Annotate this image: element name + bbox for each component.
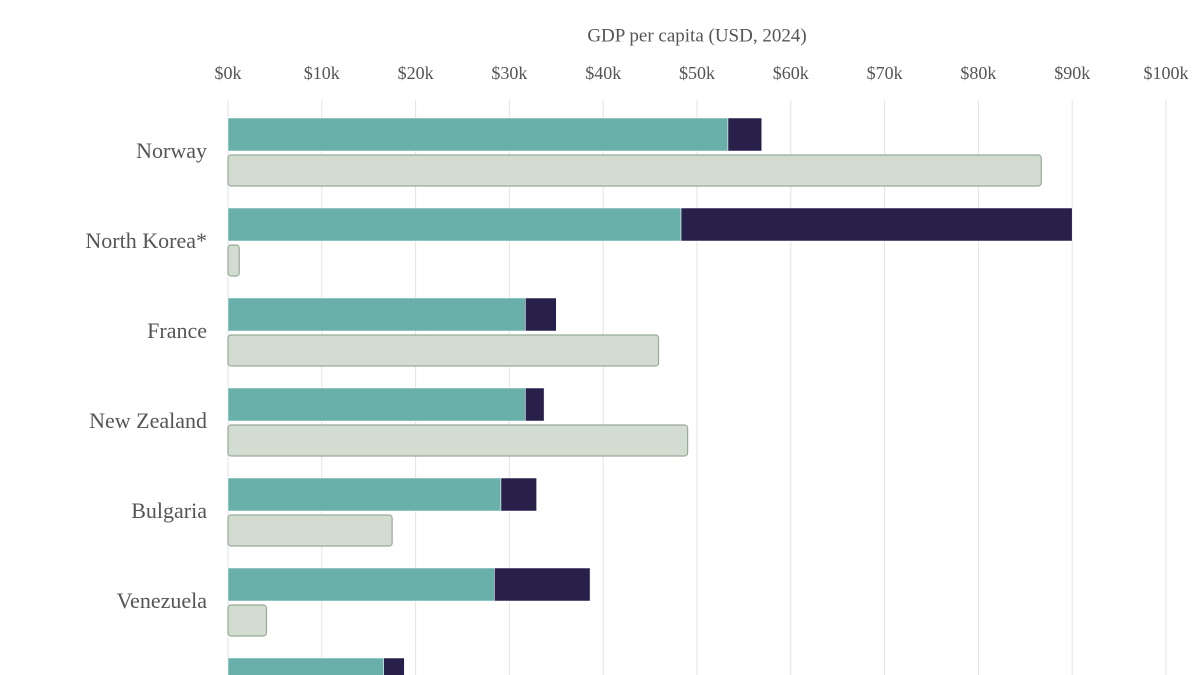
bar-segment xyxy=(227,117,729,152)
x-tick-label: $80k xyxy=(960,63,996,83)
paired-bar xyxy=(227,604,268,637)
y-tick-label: France xyxy=(147,318,207,343)
bar-segment xyxy=(680,207,1073,242)
x-tick-label: $50k xyxy=(679,63,715,83)
paired-bar xyxy=(227,154,1042,187)
x-tick-label: $70k xyxy=(867,63,903,83)
bar-segment xyxy=(227,387,526,422)
x-tick-label: $90k xyxy=(1054,63,1090,83)
paired-bar xyxy=(227,514,393,547)
bar-segment xyxy=(227,207,682,242)
y-tick-label: Venezuela xyxy=(117,588,208,613)
bar-segment xyxy=(227,567,495,602)
bar-segment xyxy=(525,387,545,422)
bar-segment xyxy=(227,477,502,512)
bar-segment xyxy=(727,117,762,152)
y-tick-label: North Korea* xyxy=(85,228,207,253)
bar-segment xyxy=(227,657,384,675)
bar-segment xyxy=(500,477,537,512)
paired-bar xyxy=(227,244,240,277)
x-tick-label: $0k xyxy=(215,63,242,83)
bar-segment xyxy=(383,657,405,675)
x-axis-label: GDP per capita (USD, 2024) xyxy=(587,25,806,46)
y-tick-label: New Zealand xyxy=(89,408,207,433)
y-tick-label: Norway xyxy=(136,138,207,163)
x-tick-label: $40k xyxy=(585,63,621,83)
bar-segment xyxy=(494,567,591,602)
x-tick-label: $30k xyxy=(491,63,527,83)
x-tick-label: $20k xyxy=(398,63,434,83)
x-tick-label: $100k xyxy=(1144,63,1189,83)
paired-bar xyxy=(227,334,660,367)
y-tick-label: Bulgaria xyxy=(131,498,207,523)
x-tick-label: $60k xyxy=(773,63,809,83)
bar-segment xyxy=(525,297,557,332)
x-tick-label: $10k xyxy=(304,63,340,83)
bar-segment xyxy=(227,297,526,332)
paired-bar xyxy=(227,424,689,457)
